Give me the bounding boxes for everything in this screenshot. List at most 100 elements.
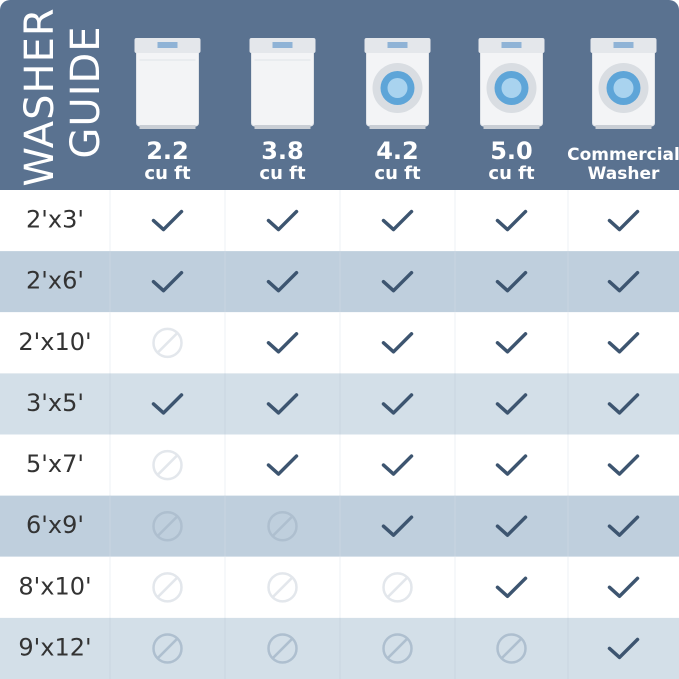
washer-glass-inner	[613, 78, 634, 98]
not-fit-circle	[382, 572, 413, 603]
check-mark	[381, 515, 414, 537]
column-label: cu ft	[374, 163, 421, 184]
row-label: 2'x10'	[18, 328, 91, 356]
not-fit-circle	[382, 633, 413, 664]
check-mark	[607, 270, 640, 293]
title-line: WASHER	[17, 7, 63, 186]
check-mark	[607, 209, 640, 232]
column-label: cu ft	[488, 163, 535, 184]
not-fit-circle	[267, 510, 298, 542]
not-fit-slash	[156, 637, 179, 660]
washer-panel	[501, 42, 522, 48]
washer-glass-inner	[501, 78, 522, 98]
row-label: 3'x5'	[26, 389, 84, 417]
not-fit-slash	[271, 576, 294, 599]
not-fit-slash	[386, 637, 409, 660]
not-fit-circle	[496, 633, 527, 664]
column-label: cu ft	[144, 163, 191, 184]
not-fit-slash	[156, 515, 179, 538]
check-mark	[495, 576, 528, 599]
washer-feet	[369, 125, 426, 129]
not-fit-mark	[152, 449, 183, 481]
not-fit-slash	[156, 331, 179, 354]
check-mark	[607, 393, 640, 415]
not-fit-mark	[382, 633, 413, 664]
check-mark	[381, 209, 414, 232]
not-fit-slash	[156, 454, 179, 476]
title: WASHER	[17, 7, 63, 186]
check-mark	[151, 209, 184, 232]
check-mark	[607, 637, 640, 660]
not-fit-circle	[152, 633, 183, 664]
check-mark	[381, 393, 414, 415]
title-line: GUIDE	[63, 25, 109, 158]
not-fit-circle	[152, 510, 183, 542]
check-mark	[607, 576, 640, 599]
check-mark	[495, 454, 528, 476]
not-fit-mark	[152, 633, 183, 664]
washer-panel	[387, 42, 408, 48]
washer-feet	[139, 125, 196, 129]
not-fit-mark	[382, 572, 413, 603]
not-fit-circle	[152, 327, 183, 359]
not-fit-mark	[152, 510, 183, 542]
washer-panel	[272, 42, 293, 48]
column-label: Washer	[588, 164, 660, 184]
column-label: 3.8	[261, 137, 304, 165]
row-label: 8'x10'	[18, 572, 91, 600]
check-mark	[607, 454, 640, 476]
check-mark	[495, 332, 528, 354]
row-label: 6'x9'	[26, 511, 84, 539]
not-fit-circle	[152, 449, 183, 481]
check-mark	[607, 332, 640, 354]
not-fit-slash	[156, 576, 179, 599]
check-mark	[495, 209, 528, 232]
washer-icon	[134, 38, 201, 129]
washer-panel	[613, 42, 634, 48]
not-fit-mark	[152, 327, 183, 359]
check-mark	[266, 270, 299, 293]
not-fit-slash	[386, 576, 409, 599]
washer-panel	[157, 42, 178, 48]
check-mark	[266, 209, 299, 232]
check-mark	[266, 332, 299, 354]
not-fit-mark	[267, 633, 298, 664]
not-fit-slash	[500, 637, 523, 660]
column-label: 4.2	[376, 137, 419, 165]
washer-icon	[364, 38, 431, 129]
row-label: 9'x12'	[18, 633, 91, 661]
not-fit-circle	[152, 572, 183, 603]
check-mark	[151, 270, 184, 293]
washer-icon	[478, 38, 545, 129]
not-fit-mark	[152, 572, 183, 603]
check-mark	[495, 393, 528, 415]
washer-feet	[483, 125, 540, 129]
column-label: Commercial	[567, 145, 679, 165]
check-mark	[381, 270, 414, 293]
not-fit-mark	[267, 510, 298, 542]
not-fit-circle	[267, 633, 298, 664]
not-fit-slash	[271, 515, 294, 538]
row-label: 5'x7'	[26, 450, 84, 478]
check-mark	[266, 393, 299, 415]
washer-icon	[249, 38, 316, 129]
washer-icon	[590, 38, 657, 129]
not-fit-mark	[267, 572, 298, 603]
check-mark	[495, 515, 528, 537]
washer-glass-inner	[387, 78, 408, 98]
washer-feet	[595, 125, 652, 129]
not-fit-circle	[267, 572, 298, 603]
check-mark	[607, 515, 640, 537]
row-label: 2'x6'	[26, 267, 84, 295]
column-label: 5.0	[490, 137, 533, 165]
row-label: 2'x3'	[26, 206, 84, 234]
washer-feet	[254, 125, 311, 129]
header-background-base	[0, 170, 679, 190]
check-mark	[381, 332, 414, 354]
check-mark	[495, 270, 528, 293]
check-mark	[381, 454, 414, 476]
check-mark	[151, 393, 184, 415]
check-mark	[266, 454, 299, 476]
title: GUIDE	[63, 25, 109, 158]
